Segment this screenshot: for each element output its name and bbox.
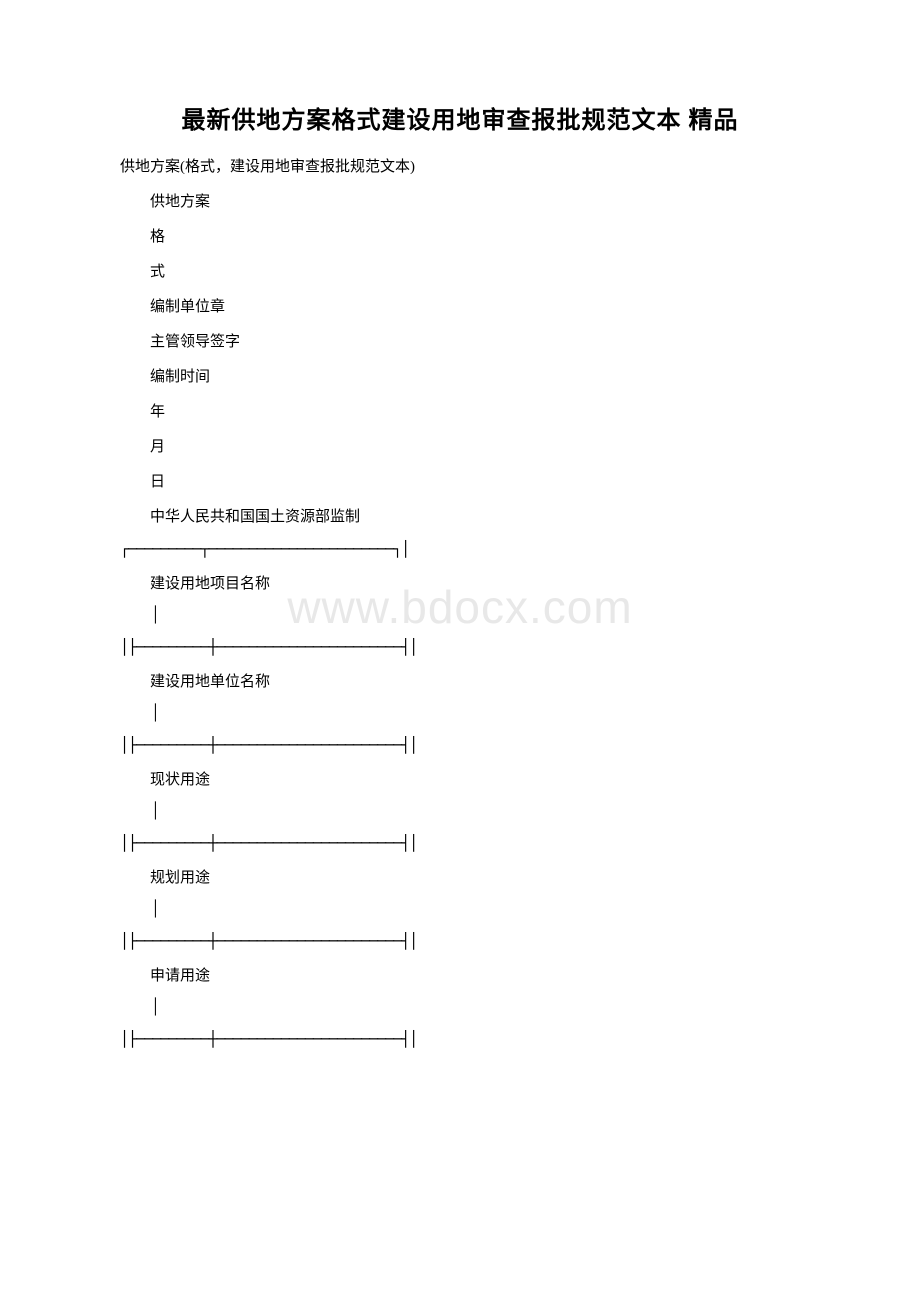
- document-subtitle: 供地方案(格式，建设用地审查报批规范文本): [120, 155, 800, 176]
- table-top-border: ┌─────────┬───────────────────────┐│: [120, 540, 800, 558]
- form-field-bar: │: [120, 803, 800, 820]
- table-row-divider: │├─────────┼───────────────────────┤│: [120, 1030, 800, 1048]
- header-line: 编制时间: [120, 365, 800, 386]
- header-line: 格: [120, 225, 800, 246]
- table-row-divider: │├─────────┼───────────────────────┤│: [120, 834, 800, 852]
- form-field-bar: │: [120, 999, 800, 1016]
- header-line: 式: [120, 260, 800, 281]
- header-line: 中华人民共和国国土资源部监制: [120, 505, 800, 526]
- form-field-label: 建设用地项目名称: [120, 572, 800, 593]
- header-line: 主管领导签字: [120, 330, 800, 351]
- document-title: 最新供地方案格式建设用地审查报批规范文本 精品: [120, 100, 800, 135]
- header-line: 日: [120, 470, 800, 491]
- document-content: 最新供地方案格式建设用地审查报批规范文本 精品 供地方案(格式，建设用地审查报批…: [120, 100, 800, 1048]
- form-field-bar: │: [120, 705, 800, 722]
- table-row-divider: │├─────────┼───────────────────────┤│: [120, 736, 800, 754]
- table-row-divider: │├─────────┼───────────────────────┤│: [120, 638, 800, 656]
- form-field-label: 申请用途: [120, 964, 800, 985]
- header-line: 月: [120, 435, 800, 456]
- form-field-label: 现状用途: [120, 768, 800, 789]
- form-field-label: 规划用途: [120, 866, 800, 887]
- header-line: 供地方案: [120, 190, 800, 211]
- table-row-divider: │├─────────┼───────────────────────┤│: [120, 932, 800, 950]
- form-field-bar: │: [120, 607, 800, 624]
- header-line: 年: [120, 400, 800, 421]
- header-line: 编制单位章: [120, 295, 800, 316]
- form-field-bar: │: [120, 901, 800, 918]
- form-field-label: 建设用地单位名称: [120, 670, 800, 691]
